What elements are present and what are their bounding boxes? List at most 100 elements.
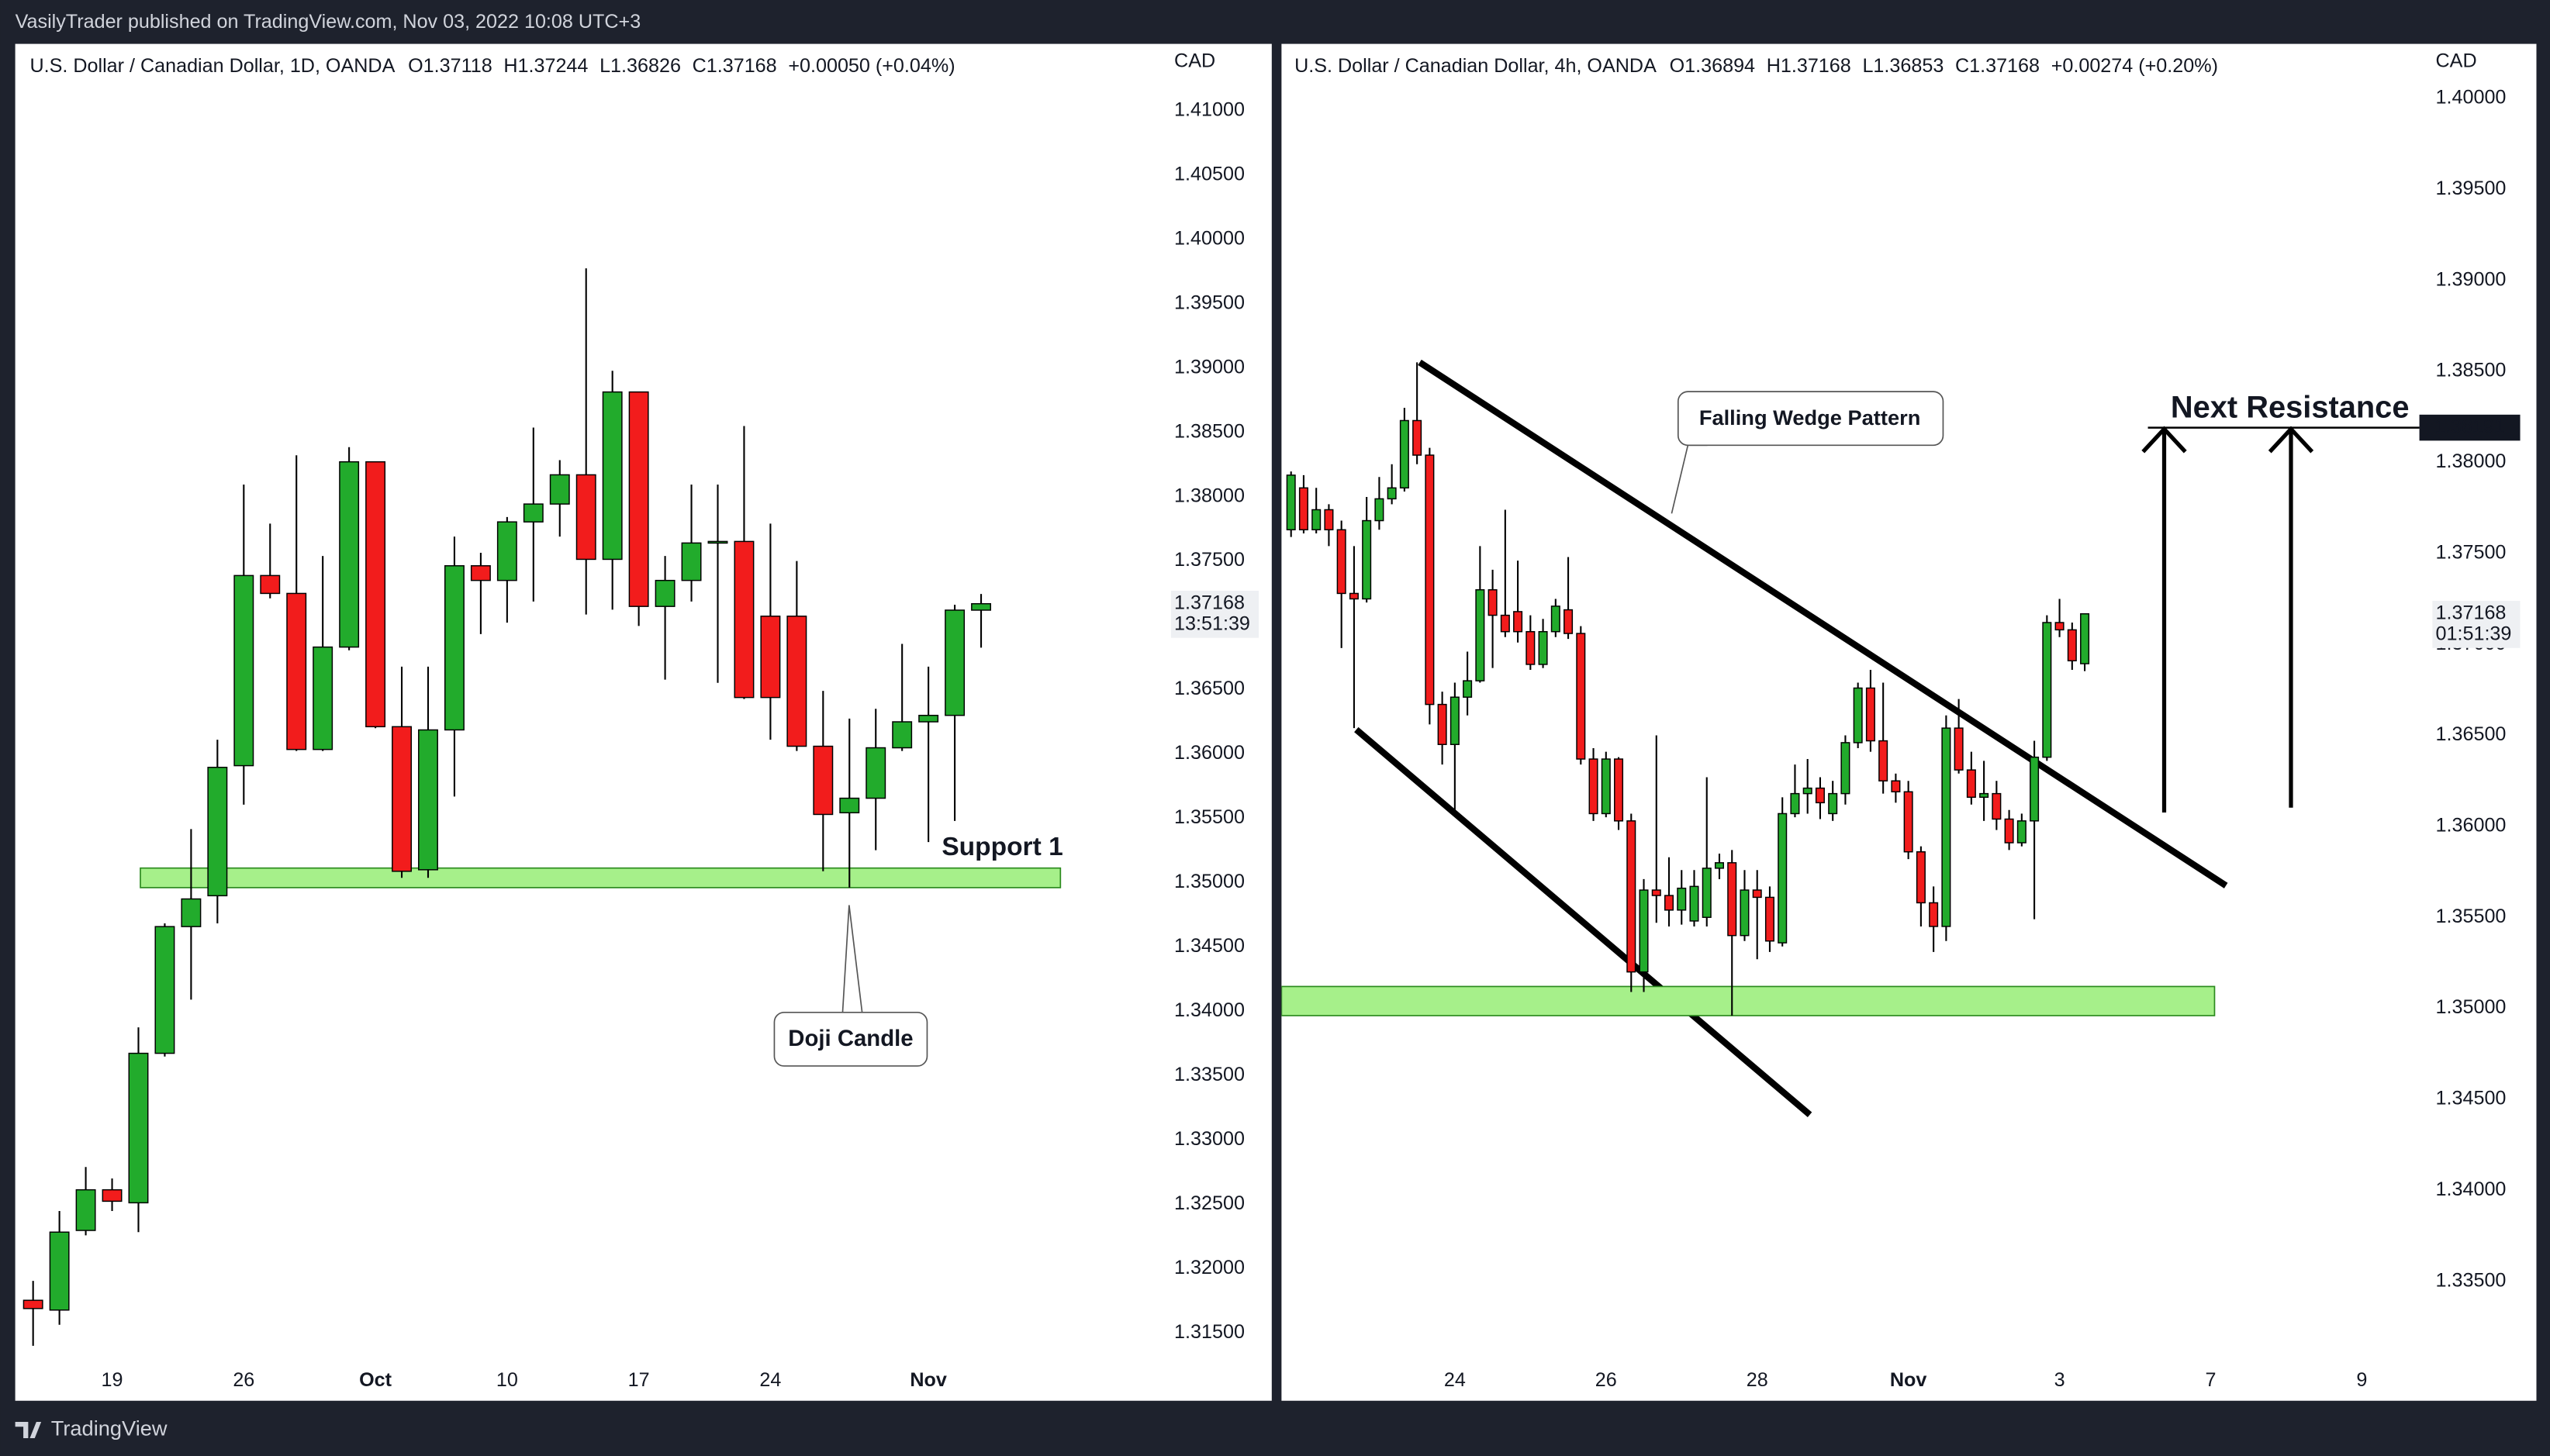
candle-body — [1601, 758, 1611, 815]
candle-body — [1475, 589, 1485, 681]
x-tick-label: 26 — [1595, 1369, 1617, 1391]
candle-body — [444, 565, 465, 731]
y-tick-label: 1.39500 — [2436, 178, 2507, 199]
candle-body — [339, 461, 360, 648]
candle-body — [1425, 454, 1435, 706]
candle-body — [286, 592, 307, 750]
candle-body — [2030, 756, 2040, 822]
y-tick-label: 1.35000 — [1174, 871, 1245, 892]
candle-body — [1714, 862, 1725, 869]
candle-body — [2016, 820, 2027, 844]
candle-body — [575, 474, 596, 561]
candle-body — [2054, 622, 2065, 631]
support-zone — [140, 867, 1062, 888]
x-tick-label: Oct — [359, 1369, 392, 1391]
y-tick-label: 1.36500 — [2436, 723, 2507, 745]
countdown: 13:51:39 — [1174, 613, 1250, 635]
candle-body — [313, 646, 333, 750]
candle-body — [602, 391, 623, 561]
header: VasilyTrader published on TradingView.co… — [16, 11, 641, 33]
candle-body — [1891, 780, 1901, 793]
candle-body — [866, 747, 886, 799]
candle-body — [1677, 887, 1687, 911]
right-panel — [1281, 43, 2537, 1401]
last-price-bg — [2432, 600, 2521, 648]
byline: VasilyTrader published on TradingView.co… — [16, 11, 641, 33]
last-price: 1.37168 — [1174, 592, 1245, 613]
legend-ohlc: O1.36894 — [1670, 55, 1755, 77]
candle-body — [233, 574, 254, 767]
y-tick-label: 1.31500 — [1174, 1321, 1245, 1343]
candle-body — [813, 745, 834, 816]
y-tick-label: 1.34000 — [2436, 1178, 2507, 1200]
legend-ohlc: L1.36826 — [599, 55, 681, 77]
currency: CAD — [1174, 50, 1215, 71]
plot — [22, 268, 1062, 1346]
right-drawings — [1354, 359, 2314, 1118]
x-tick-label: 28 — [1747, 1369, 1768, 1391]
candle-body — [1740, 889, 1750, 937]
y-tick-label: 1.38000 — [2436, 450, 2507, 472]
annotation: Support 1 — [942, 833, 1062, 861]
y-tick-label: 1.32500 — [1174, 1192, 1245, 1214]
arrow-head — [2141, 426, 2187, 454]
x-tick-label: Nov — [1890, 1369, 1927, 1391]
candle-body — [2080, 612, 2090, 664]
candle-body — [1564, 609, 1574, 634]
candle-body — [1790, 792, 1800, 815]
candle-body — [1727, 862, 1737, 937]
candle-body — [523, 503, 544, 523]
y-tick-label: 1.33500 — [2436, 1269, 2507, 1291]
y-tick-label: 1.41000 — [1174, 99, 1245, 121]
candle-body — [628, 391, 649, 607]
candle-body — [1815, 787, 1825, 804]
candle-body — [2042, 622, 2052, 758]
support-zone — [1281, 985, 2216, 1016]
candle-body — [470, 565, 491, 581]
y-tick-label: 1.38000 — [1174, 485, 1245, 506]
y-tick-label: 1.33000 — [1174, 1128, 1245, 1150]
candle-body — [1550, 606, 1560, 633]
legend-ohlc: H1.37168 — [1767, 55, 1851, 77]
candle-body — [1966, 769, 1976, 799]
x-tick-label: 7 — [2206, 1369, 2217, 1391]
candle-body — [1903, 791, 1913, 853]
candle-body — [102, 1189, 123, 1202]
candle-body — [1526, 630, 1536, 665]
candle-body — [1853, 687, 1863, 744]
candle-body — [945, 609, 966, 716]
legend-change: +0.00050 (+0.04%) — [788, 55, 955, 77]
candle-body — [681, 542, 702, 581]
candle-body — [1689, 885, 1699, 922]
candle-body — [1840, 742, 1850, 795]
x-tick-label: 3 — [2054, 1369, 2065, 1391]
candle-body — [1979, 792, 1989, 799]
candle-body — [549, 474, 570, 505]
y-tick-label: 1.36500 — [1174, 678, 1245, 699]
x-tick-label: 19 — [102, 1369, 123, 1391]
legend: U.S. Dollar / Canadian Dollar, 1D, OANDA… — [29, 55, 955, 77]
y-tick-label: 1.35500 — [1174, 806, 1245, 828]
x-tick-label: 24 — [1444, 1369, 1466, 1391]
legend-title: U.S. Dollar / Canadian Dollar, 4h, OANDA — [1294, 55, 1657, 77]
candle-body — [1916, 850, 1926, 904]
candle-body — [918, 714, 939, 723]
candle-body — [1778, 813, 1788, 944]
candle-body — [1626, 820, 1636, 973]
candle-body — [1387, 487, 1397, 500]
candle-body — [1828, 792, 1838, 815]
annotation: Doji Candle — [788, 1026, 913, 1051]
candle-body — [496, 521, 517, 581]
candle-body — [1802, 787, 1812, 795]
y-tick-label: 1.39000 — [2436, 268, 2507, 290]
candle-body — [49, 1231, 70, 1311]
y-tick-label: 1.39000 — [1174, 356, 1245, 378]
plot — [1281, 362, 2216, 1016]
x-tick-label: 9 — [2356, 1369, 2367, 1391]
candle-body — [1538, 630, 1548, 665]
candle-body — [786, 616, 807, 747]
legend-change: +0.00274 (+0.20%) — [2051, 55, 2218, 77]
candle-body — [1412, 419, 1422, 456]
